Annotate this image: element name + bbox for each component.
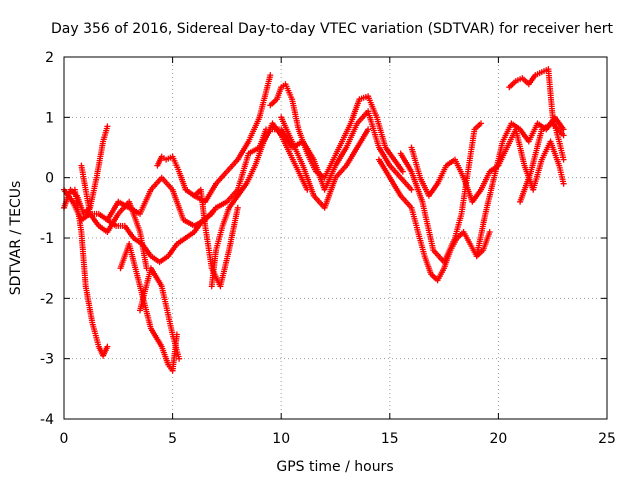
series-track-13 [278,114,372,211]
x-tick-label: 10 [272,431,290,447]
x-tick-label: 15 [381,431,399,447]
x-tick-label: 20 [489,431,507,447]
y-tick-label: -3 [40,352,54,368]
marker-path [117,241,180,374]
marker-path [104,126,269,229]
series-track-8 [137,265,183,362]
data-points [61,66,567,374]
y-tick-label: 1 [45,110,54,126]
series-track-16 [408,144,502,205]
y-tick-label: -4 [40,412,54,428]
x-tick-labels: 0 5 10 15 20 25 [60,431,616,447]
y-tick-label: -1 [40,231,54,247]
grid-lines [64,57,607,419]
x-tick-label: 25 [598,431,616,447]
y-tick-label: -2 [40,291,54,307]
axis-ticks [63,56,608,420]
plot-frame [63,56,608,420]
series-track-12 [256,108,415,193]
series-track-9 [191,186,241,290]
marker-path [408,144,502,205]
x-tick-label: 0 [60,431,69,447]
marker-path [154,72,274,205]
marker-path [267,81,406,181]
marker-path [375,156,493,284]
marker-path [278,114,372,211]
y-tick-label: 0 [45,171,54,187]
marker-path [137,265,183,362]
series-track-7 [154,72,274,205]
series-track-14 [375,156,493,284]
series-track-6 [104,126,269,229]
x-axis-label: GPS time / hours [276,459,393,475]
chart-title: Day 356 of 2016, Sidereal Day-to-day VTE… [51,21,613,37]
y-axis-label: SDTVAR / TECUs [8,181,24,296]
y-tick-label: 2 [45,50,54,66]
marker-path [517,120,567,205]
x-tick-label: 5 [168,431,177,447]
series-track-20 [517,120,567,205]
marker-path [191,186,241,290]
series-track-11 [267,81,406,181]
y-tick-labels: -4 -3 -2 -1 0 1 2 [40,50,54,428]
series-track-15 [397,120,484,266]
series-track-4 [117,241,180,374]
marker-path [397,120,484,266]
marker-path [256,108,415,193]
